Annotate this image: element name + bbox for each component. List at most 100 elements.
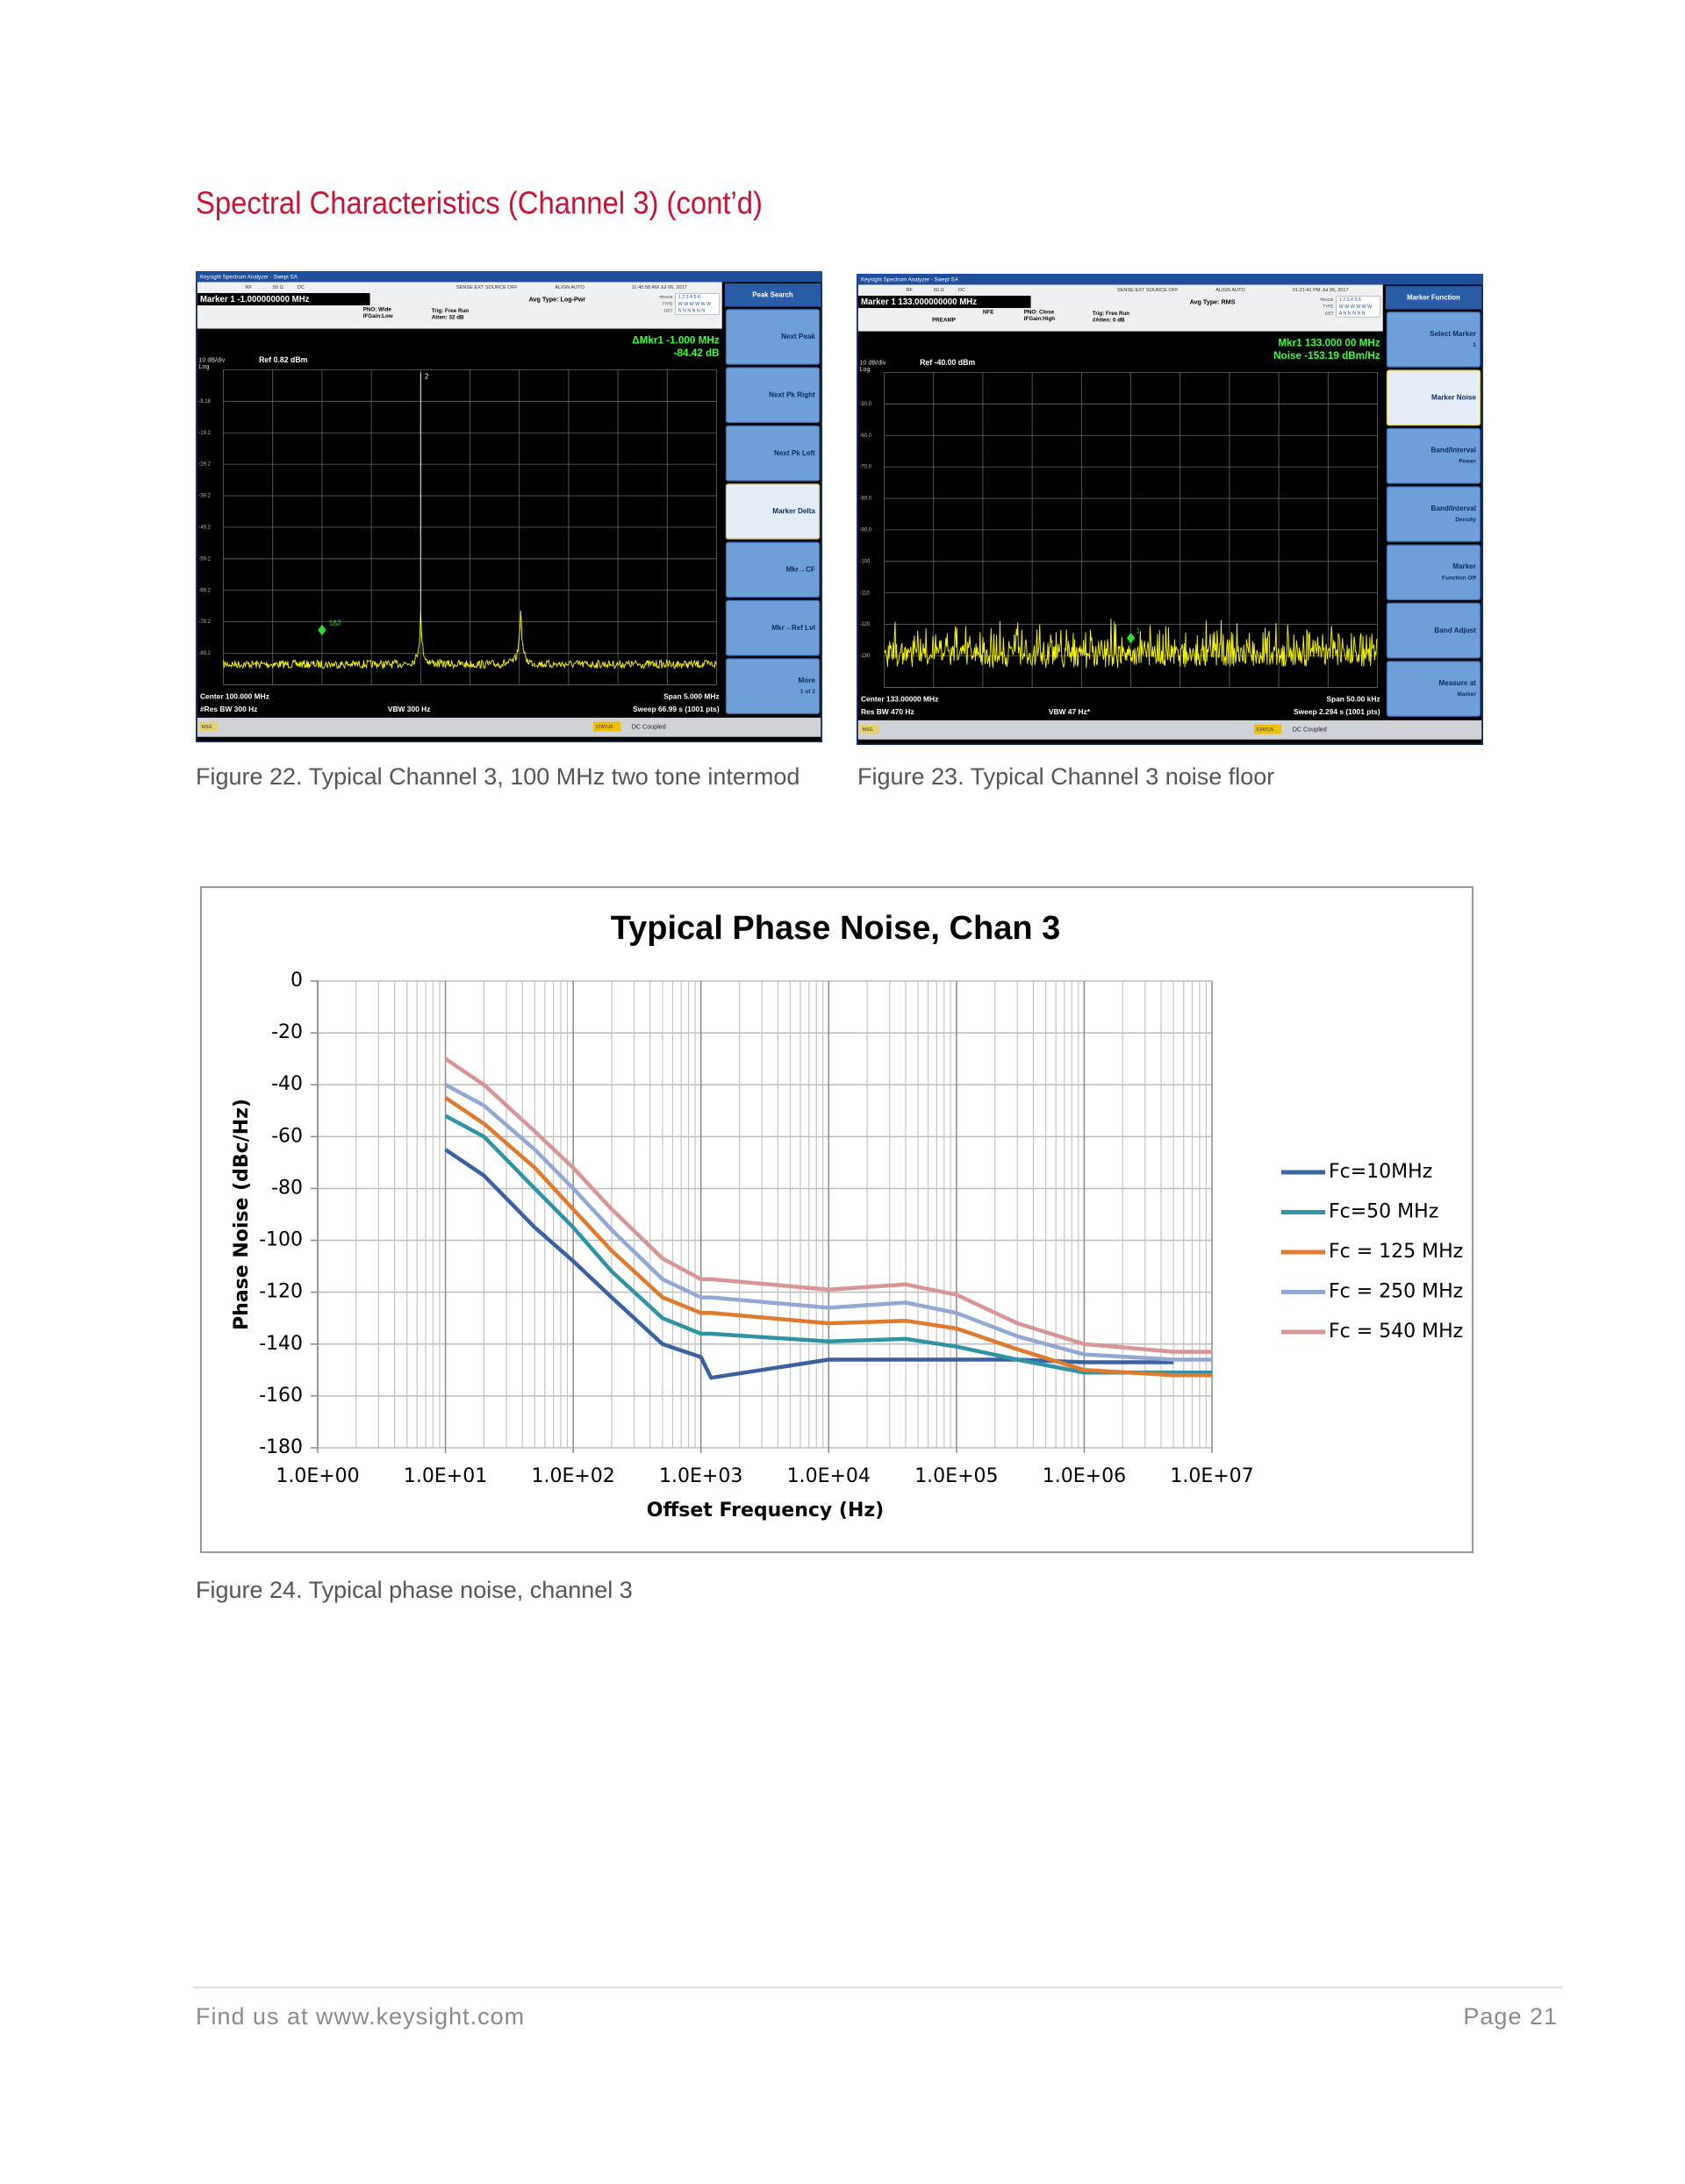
- x-tick-label: 1.0E+07: [1170, 1465, 1253, 1487]
- trace: [223, 610, 717, 670]
- screen-y-label: -29.2: [198, 462, 211, 468]
- series-line: [444, 1056, 1212, 1354]
- softkey-label: Next Pk Right: [769, 390, 815, 398]
- screen-bg: [857, 274, 1483, 745]
- screen-y-label: -89.2: [198, 651, 211, 656]
- marker-tag: 1: [1136, 627, 1140, 634]
- page-number: Page 21: [1463, 2003, 1558, 2030]
- analyzer-screenshot: Keysight Spectrum Analyzer - Swept SA RF 5…: [857, 274, 1483, 745]
- softkey: [725, 541, 821, 598]
- screen-text: 10 dB/div: [859, 359, 886, 366]
- legend-label: Fc = 250 MHz: [1329, 1281, 1463, 1303]
- screen-text: Avg Type: Log-Pwr: [529, 297, 586, 304]
- legend-label: Fc=10MHz: [1329, 1161, 1432, 1183]
- screen-y-label: -80.0: [859, 497, 871, 502]
- screen-y-label: -69.2: [198, 588, 211, 593]
- series-line: [444, 1113, 1212, 1375]
- screen-text: 1 2 3 4 5 6: [1339, 297, 1361, 303]
- softkey-label: Band/Interval: [1431, 447, 1476, 455]
- softkey-title: [724, 283, 821, 307]
- softkey-label: Mkr→Ref Lvl: [771, 624, 815, 632]
- screen-text: Center 100.000 MHz: [200, 692, 269, 701]
- y-axis-title: Phase Noise (dBc/Hz): [231, 1099, 253, 1330]
- screen-text: DC Coupled: [1293, 727, 1327, 734]
- screen-text: N N N N N N: [678, 309, 705, 314]
- screen-text: STATUS: [1256, 727, 1274, 733]
- screen-text: Ref -40.00 dBm: [920, 358, 975, 367]
- softkey: [1386, 486, 1481, 542]
- y-tick-label: -80: [271, 1177, 303, 1199]
- screen-text: 50 Ω: [273, 285, 283, 290]
- screen-text: Log: [198, 363, 209, 370]
- screen-text: A N N N N N: [1339, 311, 1366, 317]
- screen-y-label: -79.2: [198, 619, 211, 625]
- status-box: [593, 721, 621, 732]
- screen-text: RF: [906, 288, 913, 293]
- series-line: [444, 1148, 1174, 1380]
- softkey-label: 1: [1473, 342, 1476, 348]
- chart: Typical Phase Noise, Chan 3 -180 -160 -140 -…: [231, 910, 1463, 1522]
- y-tick-label: -160: [259, 1385, 303, 1407]
- trace-box: [1336, 296, 1380, 318]
- x-tick-label: 1.0E+06: [1043, 1465, 1126, 1487]
- softkey-label: Marker: [1452, 562, 1476, 570]
- screen-y-label: -59.2: [198, 556, 211, 562]
- softkey-label: Band Adjust: [1434, 627, 1476, 634]
- y-tick-label: -140: [259, 1333, 303, 1355]
- screen-text: Trig: Free Run: [432, 308, 469, 314]
- softkey-label: Power: [1459, 459, 1476, 465]
- screen-y-label: -49.2: [198, 525, 211, 530]
- title-bar: [196, 271, 822, 283]
- screen-text: Marker 1 -1.000000000 MHz: [200, 295, 310, 304]
- screen-text: Ref 0.82 dBm: [259, 355, 308, 364]
- marker-box: [857, 295, 1031, 309]
- softkey-label: Marker: [1457, 691, 1476, 698]
- legend-label: Fc = 125 MHz: [1329, 1241, 1463, 1263]
- legend-label: Fc = 540 MHz: [1329, 1321, 1463, 1343]
- screen-text: VBW 300 Hz: [388, 705, 431, 713]
- title-bar: [857, 274, 1483, 285]
- screen-text: ALIGN AUTO: [1215, 288, 1245, 293]
- screen-text: 50 Ω: [934, 288, 944, 293]
- softkey: [1386, 602, 1481, 659]
- softkey: [1386, 661, 1481, 717]
- marker-tag: 2: [425, 372, 428, 380]
- y-tick-label: -180: [259, 1436, 303, 1458]
- series-line: [444, 1083, 1212, 1362]
- screen-text: SENSE:EXT SOURCE OFF: [1117, 288, 1179, 293]
- softkey: [725, 658, 821, 714]
- screen-text: MSG: [202, 725, 212, 730]
- status-bar: [857, 720, 1482, 740]
- screen-text: Sweep 2.294 s (1001 pts): [1294, 707, 1380, 716]
- screen-y-label: -90.0: [859, 527, 871, 533]
- screen-text: Keysight Spectrum Analyzer - Swept SA: [861, 276, 959, 283]
- marker-box: [197, 292, 370, 306]
- screen-y-label: -60.0: [859, 433, 871, 439]
- softkey-label: Band/Interval: [1431, 505, 1476, 512]
- screen-y-label: -100: [859, 559, 871, 564]
- softkey-label: Marker Noise: [1431, 393, 1476, 401]
- trace-label: DET: [664, 309, 672, 313]
- softkey-title: [1385, 286, 1482, 310]
- trace-label: TYPE: [662, 302, 672, 306]
- screen-text: NFE: [983, 309, 993, 315]
- softkey: [725, 367, 821, 424]
- figure-caption: Figure 22. Typical Channel 3, 100 MHz tw…: [196, 763, 799, 790]
- x-tick-label: 1.0E+02: [531, 1465, 614, 1487]
- screen-y-label: -39.2: [198, 494, 211, 499]
- screen-text: VBW 47 Hz*: [1049, 707, 1091, 716]
- figure-caption: Figure 24. Typical phase noise, channel …: [196, 1577, 633, 1603]
- footer-link: Find us at www.keysight.com: [196, 2003, 525, 2030]
- softkey: [725, 483, 821, 540]
- y-tick-label: 0: [290, 970, 303, 992]
- screen-text: -84.42 dB: [674, 347, 720, 359]
- status-bar: [197, 717, 821, 737]
- trace-label: DET: [1325, 311, 1333, 316]
- screen-text: DC: [958, 288, 965, 293]
- screen-text: ALIGN AUTO: [555, 285, 584, 290]
- trace-box: [675, 293, 720, 315]
- legend-label: Fc=50 MHz: [1329, 1201, 1438, 1223]
- screen-text: PNO: Wide: [363, 306, 392, 312]
- softkey-label: Measure at: [1439, 679, 1477, 687]
- screen-text: #Res BW 300 Hz: [200, 705, 257, 713]
